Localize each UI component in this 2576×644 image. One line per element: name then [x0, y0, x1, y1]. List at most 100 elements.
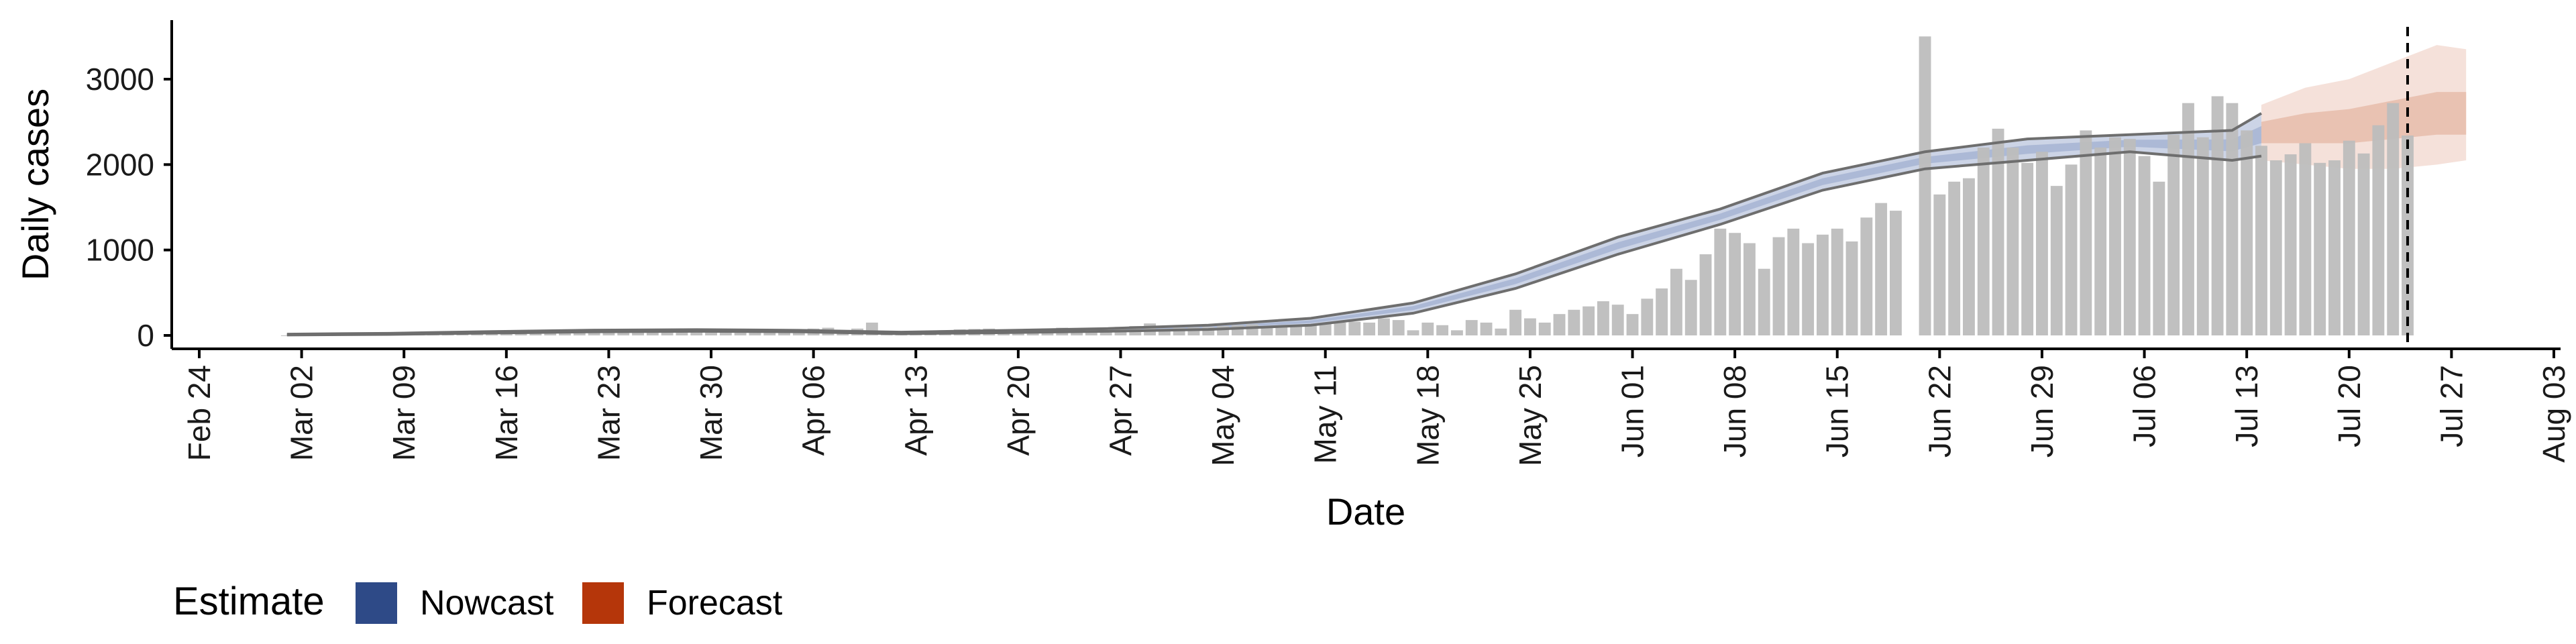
x-axis-title: Date: [1326, 490, 1405, 533]
case-bar: [1977, 147, 1990, 335]
case-bar: [646, 331, 659, 335]
forecast-band-inner: [2261, 92, 2467, 144]
x-tick-label: May 25: [1513, 365, 1548, 466]
case-bar: [676, 331, 688, 335]
case-bar: [1290, 325, 1303, 335]
x-tick-label: Apr 13: [898, 365, 933, 456]
case-bar: [1656, 288, 1668, 335]
case-bar: [1933, 194, 1946, 335]
case-bar: [1480, 322, 1493, 335]
case-bar: [2343, 140, 2355, 335]
case-bar: [1845, 241, 1858, 335]
x-tick-label: Mar 02: [284, 365, 319, 461]
case-bar: [1553, 314, 1566, 335]
case-bar: [573, 332, 586, 335]
case-bar: [2036, 152, 2048, 336]
x-tick-label: Apr 27: [1103, 365, 1138, 456]
x-tick-label: Jul 13: [2229, 365, 2264, 447]
case-bar: [559, 332, 571, 335]
case-bar: [2094, 147, 2107, 335]
case-bar: [2269, 160, 2282, 335]
y-axis-title: Daily cases: [14, 89, 56, 280]
case-bar: [632, 331, 644, 335]
case-bar: [2314, 162, 2326, 336]
case-bar: [2241, 130, 2253, 335]
case-bar: [1860, 217, 1873, 335]
x-tick-label: Mar 09: [386, 365, 421, 461]
case-bar: [1875, 203, 1888, 335]
x-tick-label: Aug 03: [2536, 365, 2571, 463]
case-bar: [280, 335, 293, 336]
case-bar: [544, 332, 557, 335]
x-tick-label: Mar 30: [694, 365, 729, 461]
case-bar: [1450, 330, 1463, 335]
case-bar: [1948, 181, 1961, 335]
case-bar: [1831, 228, 1843, 335]
case-bar: [1626, 314, 1639, 335]
case-bar: [617, 331, 630, 335]
x-tick-label: Mar 16: [489, 365, 524, 461]
x-tick-label: May 11: [1308, 365, 1343, 464]
case-bar: [734, 330, 747, 335]
x-tick-label: Jul 06: [2127, 365, 2162, 447]
x-tick-label: Apr 20: [1001, 365, 1036, 456]
case-bar: [1246, 324, 1258, 335]
case-bar: [2196, 137, 2209, 335]
case-bar: [1758, 268, 1770, 335]
case-bar: [1670, 268, 1682, 335]
case-bar: [2138, 156, 2151, 335]
x-tick-label: May 18: [1410, 365, 1445, 466]
case-bar: [1523, 318, 1536, 335]
case-bar: [1714, 228, 1727, 335]
case-bar: [1597, 301, 1609, 335]
nowcast-lower-line: [286, 150, 2262, 337]
legend-swatch-nowcast: [356, 582, 397, 624]
case-bar: [2006, 147, 2019, 335]
case-bar: [2065, 164, 2078, 335]
case-bar: [2123, 139, 2136, 335]
case-bar: [1729, 233, 1741, 335]
case-bar: [1582, 306, 1595, 335]
case-bar: [1421, 322, 1434, 335]
x-tick-label: Jun 29: [2025, 365, 2059, 458]
legend-label-nowcast: Nowcast: [420, 584, 554, 623]
case-bar: [1787, 228, 1800, 335]
case-bar: [1538, 322, 1551, 335]
case-bar: [2402, 136, 2414, 336]
case-bar: [500, 333, 513, 335]
case-bar: [2211, 96, 2224, 335]
case-bar: [2182, 103, 2194, 335]
x-tick-label: Feb 24: [182, 365, 217, 461]
case-bar: [1919, 36, 1931, 335]
case-bar: [2080, 130, 2092, 335]
case-bar: [2284, 154, 2297, 336]
case-bar: [1158, 328, 1171, 335]
case-bar: [2050, 186, 2063, 335]
case-bar: [1304, 324, 1317, 335]
case-bar: [1407, 330, 1419, 335]
case-bar: [529, 333, 542, 335]
case-bar: [1260, 327, 1273, 335]
case-bar: [2299, 143, 2312, 335]
legend-label-forecast: Forecast: [647, 584, 783, 623]
case-bar: [661, 331, 674, 335]
case-bar: [1495, 328, 1507, 335]
case-bar: [2109, 137, 2121, 335]
x-tick-label: Jul 27: [2434, 365, 2469, 447]
legend: Estimate Nowcast Forecast: [173, 580, 783, 624]
case-bar: [2372, 125, 2385, 335]
case-bar: [2387, 103, 2400, 335]
case-bar: [2357, 153, 2370, 335]
case-bar: [719, 331, 732, 335]
case-bar: [690, 331, 703, 335]
case-bar: [1963, 178, 1975, 335]
case-bar: [1817, 234, 1829, 335]
case-bar: [1568, 309, 1580, 335]
y-tick-label: 1000: [86, 233, 154, 268]
case-bar: [1173, 327, 1185, 335]
y-tick-label: 3000: [86, 62, 154, 97]
case-bar: [2255, 146, 2267, 335]
case-bar: [2153, 181, 2165, 335]
nowcast-band-inner: [286, 126, 2261, 335]
